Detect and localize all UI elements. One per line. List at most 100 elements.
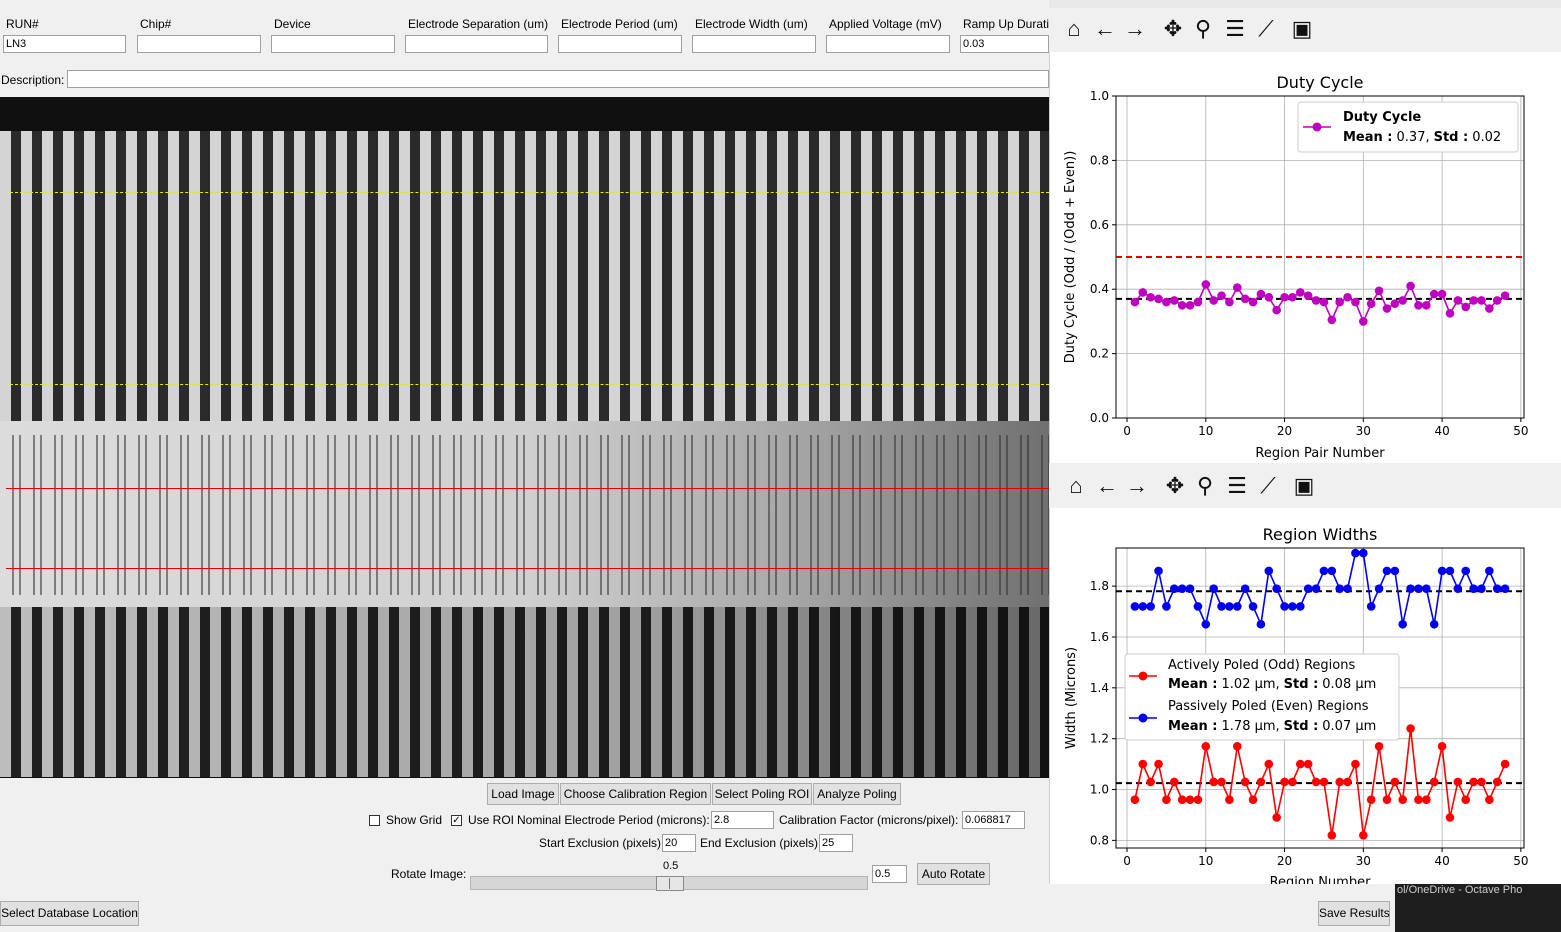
data-point xyxy=(1366,299,1376,308)
data-point xyxy=(1130,297,1140,307)
data-point xyxy=(1162,795,1171,804)
run-input[interactable]: LN3 xyxy=(3,35,126,53)
rotate-slider-handle[interactable] xyxy=(656,876,684,891)
region-widths-xlabel: Region Number xyxy=(1270,875,1372,884)
data-point xyxy=(1240,777,1250,787)
electrode-period-input[interactable] xyxy=(558,35,682,53)
data-point xyxy=(1154,294,1163,304)
y-tick-label: 1.4 xyxy=(1090,681,1109,695)
back-icon[interactable]: ← xyxy=(1096,473,1118,498)
use-roi-checkbox[interactable]: ✓ xyxy=(451,815,462,826)
configure-icon[interactable]: ☰ xyxy=(1227,473,1247,498)
ramp-up-duration-input[interactable]: 0.03 xyxy=(960,35,1049,53)
home-icon[interactable]: ⌂ xyxy=(1067,16,1081,41)
applied-voltage-input[interactable] xyxy=(826,35,950,53)
data-point xyxy=(1177,795,1187,804)
data-point xyxy=(1374,286,1384,296)
description-label: Description: xyxy=(1,73,65,87)
nominal-period-input[interactable]: 2.8 xyxy=(711,811,774,829)
choose-calibration-region-button[interactable]: Choose Calibration Region xyxy=(560,783,711,805)
data-point xyxy=(1461,302,1471,312)
data-point xyxy=(1422,584,1431,593)
duty-cycle-ticks: 0 10 20 30 40 50 0.0 0.2 0.4 0.6 0.8 1.0 xyxy=(1090,89,1529,438)
back-icon[interactable]: ← xyxy=(1094,16,1116,41)
zoom-icon[interactable]: ⚲ xyxy=(1194,16,1212,41)
data-point xyxy=(1343,584,1352,593)
data-point xyxy=(1319,297,1329,307)
data-point xyxy=(1390,566,1400,576)
data-point xyxy=(1351,759,1360,769)
calibration-factor-input[interactable]: 0.068817 xyxy=(962,811,1025,829)
forward-icon[interactable]: → xyxy=(1124,16,1146,41)
x-tick-label: 30 xyxy=(1356,854,1371,868)
duty-cycle-chart[interactable]: Duty Cycle 0 10 20 30 40 50 0.0 0.2 0.4 0.6 0.8 1.0… xyxy=(1049,52,1561,463)
data-point xyxy=(1390,299,1400,308)
select-poling-roi-button[interactable]: Select Poling ROI xyxy=(712,783,812,805)
data-point xyxy=(1311,777,1321,787)
data-point xyxy=(1272,305,1281,315)
x-tick-label: 0 xyxy=(1123,854,1131,868)
data-point xyxy=(1485,566,1494,576)
use-roi-label: Use ROI xyxy=(468,813,515,827)
data-point xyxy=(1296,288,1305,297)
background-terminal-window: ol/OneDrive - Octave Pho xyxy=(1395,884,1561,932)
data-point xyxy=(1477,584,1486,593)
edit-axis-icon[interactable]: ⟋ xyxy=(1260,473,1276,498)
configure-icon[interactable]: ☰ xyxy=(1225,16,1245,41)
pan-icon[interactable]: ✥ xyxy=(1165,473,1185,498)
save-icon[interactable]: ▣ xyxy=(1291,16,1313,41)
device-input[interactable] xyxy=(271,35,395,53)
data-point xyxy=(1303,291,1313,300)
data-point xyxy=(1445,813,1455,822)
x-tick-label: 0 xyxy=(1123,424,1131,438)
save-icon[interactable]: ▣ xyxy=(1293,473,1315,498)
data-point xyxy=(1500,759,1510,769)
analyze-poling-button[interactable]: Analyze Poling xyxy=(813,783,901,805)
data-point xyxy=(1225,602,1234,611)
data-point xyxy=(1382,304,1392,313)
data-point xyxy=(1296,759,1305,769)
edit-axis-icon[interactable]: ⟋ xyxy=(1258,16,1274,41)
x-tick-label: 50 xyxy=(1513,854,1528,868)
data-point xyxy=(1477,296,1486,305)
save-results-button[interactable]: Save Results xyxy=(1318,901,1390,926)
data-point xyxy=(1327,566,1337,576)
end-exclusion-input[interactable]: 25 xyxy=(819,834,853,852)
nominal-period-label: Nominal Electrode Period (microns): xyxy=(517,813,710,827)
data-point xyxy=(1398,795,1408,804)
load-image-button[interactable]: Load Image xyxy=(487,783,559,805)
electrode-width-input[interactable] xyxy=(692,35,816,53)
data-point xyxy=(1185,584,1195,593)
data-point xyxy=(1429,289,1439,299)
zoom-icon[interactable]: ⚲ xyxy=(1196,473,1214,498)
data-point xyxy=(1264,759,1274,769)
start-exclusion-input[interactable]: 20 xyxy=(662,834,696,852)
auto-rotate-button[interactable]: Auto Rotate xyxy=(917,863,990,885)
data-point xyxy=(1359,548,1368,558)
select-database-location-button[interactable]: Select Database Location xyxy=(0,901,139,926)
region-widths-chart[interactable]: Region Widths 0 10 20 30 40 50 0.8 1.0 1.2 1.4 1.6… xyxy=(1049,508,1561,884)
rotate-value-input[interactable]: 0.5 xyxy=(872,865,907,883)
chip-input[interactable] xyxy=(137,35,261,53)
data-point xyxy=(1485,795,1494,804)
data-point xyxy=(1138,288,1148,297)
forward-icon[interactable]: → xyxy=(1126,473,1148,498)
electrode-period-label: Electrode Period (um) xyxy=(561,17,678,31)
home-icon[interactable]: ⌂ xyxy=(1069,473,1083,498)
show-grid-checkbox[interactable] xyxy=(369,815,380,826)
data-point xyxy=(1327,830,1337,840)
data-point xyxy=(1492,777,1502,787)
data-point xyxy=(1437,742,1447,751)
y-tick-label: 1.6 xyxy=(1090,630,1109,644)
data-point xyxy=(1217,602,1226,611)
data-point xyxy=(1343,777,1352,787)
description-input[interactable] xyxy=(67,70,1049,88)
data-point xyxy=(1374,742,1384,751)
electrode-separation-input[interactable] xyxy=(405,35,548,53)
data-point xyxy=(1485,304,1494,313)
data-point xyxy=(1146,292,1155,302)
poling-image-canvas[interactable] xyxy=(0,97,1049,778)
electrode-separation-label: Electrode Separation (um) xyxy=(408,17,549,31)
duty-cycle-ylabel: Duty Cycle (Odd / (Odd + Even)) xyxy=(1063,151,1078,364)
pan-icon[interactable]: ✥ xyxy=(1163,16,1183,41)
